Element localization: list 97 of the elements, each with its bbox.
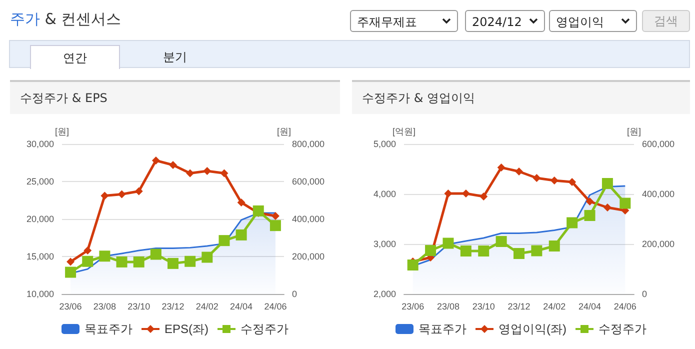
point [116,256,128,268]
point [271,212,280,220]
y-tick-label: 15,000 [26,252,54,262]
x-tick-label: 23/08 [93,302,116,312]
point [531,245,542,256]
legend-label: 목표주가 [84,322,132,336]
y-tick-label: 5,000 [373,139,396,149]
x-tick-label: 23/06 [402,302,424,312]
point [407,260,418,270]
point [236,229,247,240]
y2-axis-title: [원] [276,126,292,136]
point [270,220,281,232]
point [480,192,488,200]
x-tick-label: 24/04 [230,302,253,312]
x-tick-label: 23/12 [162,302,184,312]
point [444,190,452,198]
point [186,169,194,178]
x-tick-label: 24/02 [196,302,218,312]
point [514,248,524,259]
point [84,246,92,254]
point [620,198,631,209]
legend-label: 목표주가 [418,322,467,336]
point [566,217,578,228]
point [425,245,436,256]
dropdown[interactable]: 주재무제표 [350,10,458,32]
x-tick-label: 23/10 [472,302,495,312]
x-tick-label: 23/06 [59,302,82,312]
legend-label: EPS(좌) [164,322,209,336]
point [602,178,613,189]
point [532,174,541,182]
x-tick-label: 23/12 [508,302,530,312]
y-tick-label: 30,000 [26,139,54,149]
y-tick-label: 25,000 [26,176,54,186]
point [584,210,596,221]
point [168,258,178,269]
point [100,192,109,200]
text: 주가 & 컨센서스 [10,10,122,29]
y2-tick-label: 400,000 [642,189,675,199]
x-tick-label: 24/06 [264,302,287,312]
y2-tick-label: 200,000 [642,239,675,249]
point [218,235,230,246]
y2-tick-label: 400,000 [292,214,325,224]
point [133,256,144,268]
point [134,187,143,196]
point [252,205,264,216]
y-axis-title: [억원] [392,126,416,136]
point [548,240,560,252]
point [568,178,576,186]
point [550,176,558,184]
tab[interactable]: 연간 [30,45,120,69]
chart-title: 수정주가 & 영업이익 [352,82,690,114]
point [118,190,126,198]
point [203,167,212,175]
legend-label: 수정주가 [240,322,288,336]
y-tick-label: 4,000 [373,189,396,199]
point [220,169,228,178]
y-tick-label: 20,000 [26,214,54,224]
y-tick-label: 10,000 [26,289,54,299]
y2-tick-label: 0 [292,289,298,299]
legend-label: 수정주가 [598,322,646,336]
x-tick-label: 23/10 [128,302,150,312]
y2-tick-label: 800,000 [292,139,325,149]
y-tick-label: 3,000 [373,239,396,249]
point [460,246,472,256]
point [150,248,162,260]
point [515,168,523,176]
y2-tick-label: 200,000 [292,252,325,262]
point [603,204,612,212]
x-tick-label: 23/08 [436,302,460,312]
y-tick-label: 2,000 [373,289,396,299]
legend-label: 영업이익(좌) [498,322,567,336]
chart-title: 수정주가 & EPS [10,82,340,114]
y2-tick-label: 0 [642,289,648,299]
dropdown[interactable]: 영업이익 [549,10,637,32]
point [478,246,490,256]
point [586,198,594,206]
point [442,238,454,249]
point [496,236,507,247]
point [152,156,160,164]
point [237,198,246,206]
y2-tick-label: 600,000 [292,176,325,186]
point [99,250,110,262]
x-tick-label: 24/02 [543,302,566,312]
x-tick-label: 24/04 [578,302,602,312]
y2-axis-title: [원] [626,126,642,136]
dropdown[interactable]: 2024/12 [465,10,545,32]
y-axis-title: [원] [54,126,70,136]
point [202,252,213,263]
point [66,258,75,266]
point [169,161,177,169]
point [65,266,76,278]
point [82,256,94,267]
x-tick-label: 24/06 [614,302,636,312]
y2-tick-label: 600,000 [642,139,675,149]
point [184,256,196,267]
tab[interactable]: 분기 [130,45,220,69]
point [497,164,506,172]
